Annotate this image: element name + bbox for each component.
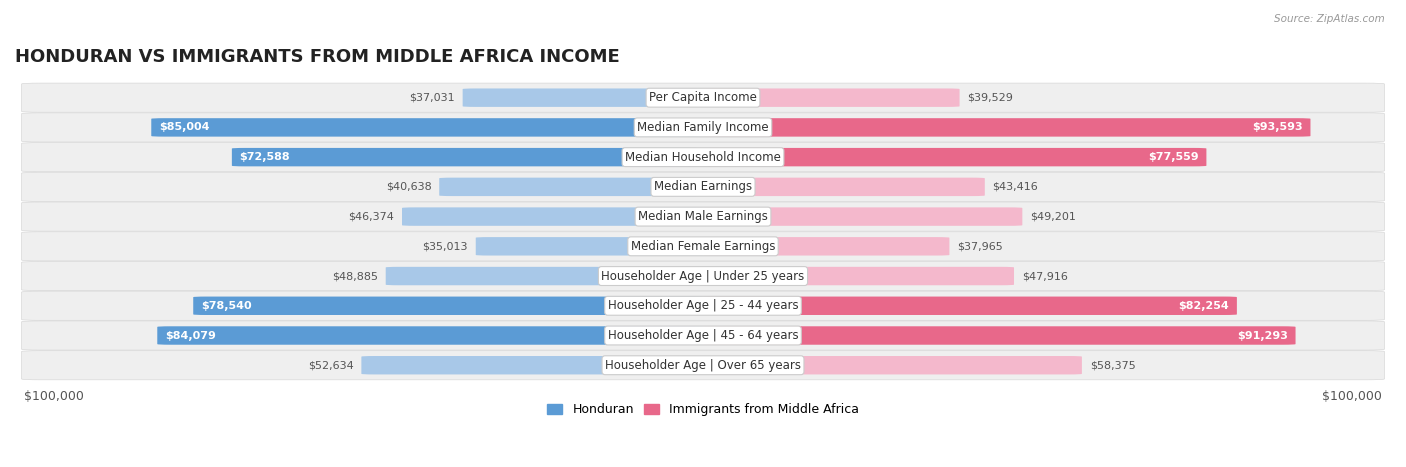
FancyBboxPatch shape (703, 207, 1022, 226)
FancyBboxPatch shape (703, 267, 1014, 285)
FancyBboxPatch shape (21, 351, 1385, 380)
Text: $39,529: $39,529 (967, 92, 1014, 103)
FancyBboxPatch shape (157, 326, 703, 345)
Text: Median Earnings: Median Earnings (654, 180, 752, 193)
Text: Householder Age | 25 - 44 years: Householder Age | 25 - 44 years (607, 299, 799, 312)
Text: $84,079: $84,079 (165, 331, 217, 340)
Text: $46,374: $46,374 (349, 212, 394, 222)
FancyBboxPatch shape (21, 113, 1385, 142)
FancyBboxPatch shape (703, 237, 949, 255)
Text: Source: ZipAtlas.com: Source: ZipAtlas.com (1274, 14, 1385, 24)
FancyBboxPatch shape (703, 326, 1295, 345)
FancyBboxPatch shape (703, 148, 1206, 166)
FancyBboxPatch shape (402, 207, 703, 226)
FancyBboxPatch shape (21, 291, 1385, 320)
FancyBboxPatch shape (193, 297, 703, 315)
Text: $78,540: $78,540 (201, 301, 252, 311)
FancyBboxPatch shape (463, 88, 703, 107)
FancyBboxPatch shape (21, 232, 1385, 261)
FancyBboxPatch shape (439, 177, 703, 196)
Text: $47,916: $47,916 (1022, 271, 1067, 281)
Text: $37,031: $37,031 (409, 92, 456, 103)
FancyBboxPatch shape (21, 262, 1385, 290)
Text: $85,004: $85,004 (159, 122, 209, 133)
Text: Householder Age | Over 65 years: Householder Age | Over 65 years (605, 359, 801, 372)
FancyBboxPatch shape (21, 321, 1385, 350)
FancyBboxPatch shape (232, 148, 703, 166)
Text: Median Household Income: Median Household Income (626, 151, 780, 163)
FancyBboxPatch shape (475, 237, 703, 255)
Text: $72,588: $72,588 (239, 152, 290, 162)
Text: Median Male Earnings: Median Male Earnings (638, 210, 768, 223)
Text: Householder Age | Under 25 years: Householder Age | Under 25 years (602, 269, 804, 283)
FancyBboxPatch shape (703, 356, 1081, 375)
Text: $58,375: $58,375 (1090, 360, 1136, 370)
Text: $77,559: $77,559 (1147, 152, 1198, 162)
FancyBboxPatch shape (703, 118, 1310, 137)
Text: Per Capita Income: Per Capita Income (650, 91, 756, 104)
Text: Median Female Earnings: Median Female Earnings (631, 240, 775, 253)
Text: $35,013: $35,013 (422, 241, 468, 251)
Text: $43,416: $43,416 (993, 182, 1039, 192)
FancyBboxPatch shape (703, 297, 1237, 315)
FancyBboxPatch shape (21, 83, 1385, 112)
FancyBboxPatch shape (152, 118, 703, 137)
FancyBboxPatch shape (385, 267, 703, 285)
Text: $40,638: $40,638 (385, 182, 432, 192)
Text: $93,593: $93,593 (1253, 122, 1303, 133)
Text: $37,965: $37,965 (957, 241, 1002, 251)
Text: Householder Age | 45 - 64 years: Householder Age | 45 - 64 years (607, 329, 799, 342)
Text: $91,293: $91,293 (1237, 331, 1288, 340)
FancyBboxPatch shape (703, 177, 984, 196)
FancyBboxPatch shape (21, 172, 1385, 201)
FancyBboxPatch shape (21, 142, 1385, 172)
Text: HONDURAN VS IMMIGRANTS FROM MIDDLE AFRICA INCOME: HONDURAN VS IMMIGRANTS FROM MIDDLE AFRIC… (15, 48, 620, 66)
Text: Median Family Income: Median Family Income (637, 121, 769, 134)
Text: $82,254: $82,254 (1178, 301, 1229, 311)
Text: $48,885: $48,885 (332, 271, 378, 281)
FancyBboxPatch shape (21, 202, 1385, 231)
FancyBboxPatch shape (361, 356, 703, 375)
Legend: Honduran, Immigrants from Middle Africa: Honduran, Immigrants from Middle Africa (543, 398, 863, 421)
Text: $49,201: $49,201 (1031, 212, 1076, 222)
Text: $52,634: $52,634 (308, 360, 353, 370)
FancyBboxPatch shape (703, 88, 959, 107)
